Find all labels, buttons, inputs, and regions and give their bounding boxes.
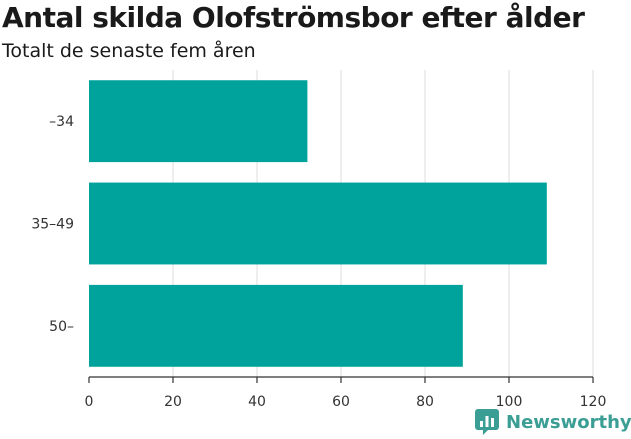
- bars: [89, 80, 547, 367]
- bar: [89, 284, 463, 367]
- chart-title: Antal skilda Olofströmsbor efter ålder: [2, 1, 585, 34]
- brand-logo: Newsworthy: [474, 408, 631, 436]
- bar: [89, 80, 308, 163]
- brand-name: Newsworthy: [506, 411, 631, 433]
- x-tick-label: 80: [416, 394, 434, 410]
- y-axis-labels: –34 35–49 50–: [31, 114, 74, 335]
- newsworthy-icon: [475, 409, 499, 435]
- x-tick-label: 100: [496, 394, 523, 410]
- bar: [89, 182, 547, 265]
- x-tick-label: 0: [85, 394, 94, 410]
- y-tick-label: 35–49: [31, 217, 74, 233]
- y-tick-label: 50–: [49, 319, 74, 335]
- chart-subtitle: Totalt de senaste fem åren: [2, 40, 256, 62]
- x-tick-label: 20: [164, 394, 182, 410]
- x-tick-label: 40: [248, 394, 266, 410]
- x-tick-label: 60: [332, 394, 350, 410]
- y-tick-label: –34: [49, 114, 74, 130]
- x-tick-label: 120: [580, 394, 607, 410]
- x-axis: 0 20 40 60 80 100 120: [85, 376, 607, 410]
